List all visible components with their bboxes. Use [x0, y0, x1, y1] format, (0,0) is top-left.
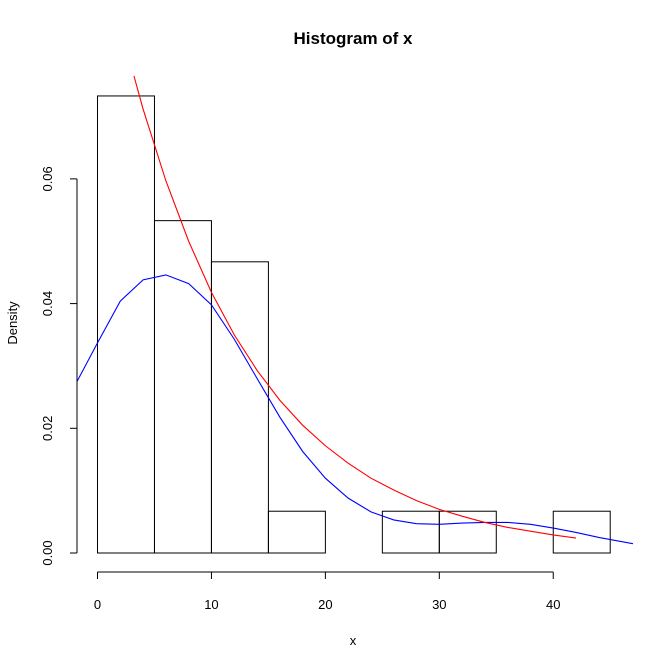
density-curves	[77, 75, 633, 545]
y-tick-label: 0.06	[40, 166, 55, 191]
x-tick-label: 30	[432, 597, 446, 612]
x-tick-label: 10	[204, 597, 218, 612]
histogram-bar	[97, 95, 155, 554]
y-tick-label: 0.04	[40, 291, 55, 316]
histogram-bars	[97, 95, 611, 554]
x-tick-label: 20	[318, 597, 332, 612]
histogram-bar	[381, 510, 440, 554]
histogram-bar	[438, 510, 497, 554]
red-density-line	[133, 75, 577, 539]
histogram-bar	[210, 261, 269, 554]
y-tick-label: 0.00	[40, 540, 55, 565]
x-axis-label: x	[350, 633, 357, 648]
y-tick-label: 0.02	[40, 416, 55, 441]
blue-density-line	[77, 274, 633, 545]
x-tick-label: 40	[546, 597, 560, 612]
x-tick-label: 0	[94, 597, 101, 612]
y-axis-label: Density	[5, 301, 20, 345]
histogram-bar	[153, 220, 212, 554]
histogram-bar	[267, 510, 326, 554]
x-axis: 0 10 20 30 40	[94, 571, 560, 612]
chart-title: Histogram of x	[293, 29, 413, 48]
y-axis: 0.00 0.02 0.04 0.06	[40, 166, 78, 566]
histogram-bar	[552, 510, 611, 554]
